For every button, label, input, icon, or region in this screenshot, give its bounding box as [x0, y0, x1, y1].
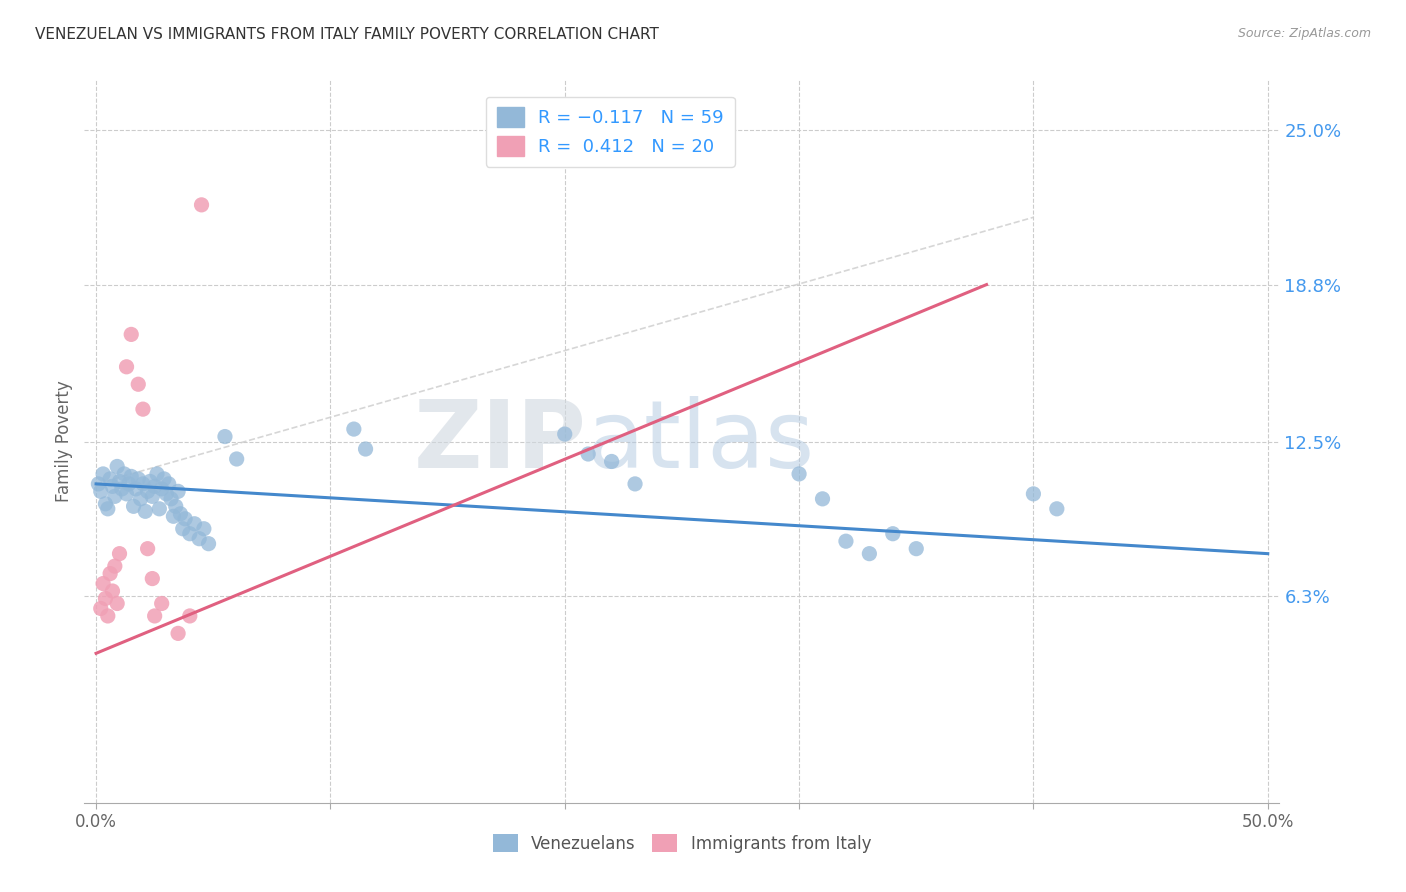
Point	[132, 476, 155, 491]
Point	[155, 487, 177, 501]
Point	[214, 429, 236, 443]
Point	[94, 591, 117, 606]
Text: Source: ZipAtlas.com: Source: ZipAtlas.com	[1237, 27, 1371, 40]
Point	[225, 452, 247, 467]
Point	[1022, 487, 1045, 501]
Point	[97, 609, 120, 624]
Point	[125, 482, 148, 496]
Text: atlas: atlas	[586, 395, 814, 488]
Point	[343, 422, 366, 436]
Point	[115, 487, 138, 501]
Point	[174, 512, 197, 526]
Point	[787, 467, 810, 481]
Point	[141, 572, 163, 586]
Point	[105, 597, 128, 611]
Legend: Venezuelans, Immigrants from Italy: Venezuelans, Immigrants from Italy	[486, 828, 877, 860]
Point	[115, 359, 138, 374]
Point	[150, 482, 173, 496]
Point	[624, 476, 647, 491]
Point	[129, 491, 152, 506]
Point	[354, 442, 377, 456]
Point	[120, 327, 142, 342]
Point	[104, 559, 127, 574]
Point	[97, 501, 120, 516]
Point	[811, 491, 834, 506]
Y-axis label: Family Poverty: Family Poverty	[55, 381, 73, 502]
Point	[153, 472, 176, 486]
Point	[835, 534, 858, 549]
Point	[108, 547, 131, 561]
Point	[90, 601, 112, 615]
Point	[188, 532, 211, 546]
Point	[141, 489, 163, 503]
Point	[197, 537, 219, 551]
Point	[165, 500, 187, 514]
Point	[127, 377, 149, 392]
Point	[576, 447, 599, 461]
Point	[111, 482, 134, 496]
Point	[127, 472, 149, 486]
Point	[190, 198, 212, 212]
Point	[136, 484, 159, 499]
Point	[94, 497, 117, 511]
Point	[600, 454, 623, 468]
Point	[98, 566, 121, 581]
Point	[136, 541, 159, 556]
Point	[148, 501, 170, 516]
Point	[87, 476, 110, 491]
Text: VENEZUELAN VS IMMIGRANTS FROM ITALY FAMILY POVERTY CORRELATION CHART: VENEZUELAN VS IMMIGRANTS FROM ITALY FAMI…	[35, 27, 659, 42]
Point	[105, 459, 128, 474]
Point	[179, 609, 201, 624]
Point	[183, 516, 205, 531]
Point	[91, 576, 114, 591]
Point	[91, 467, 114, 481]
Point	[108, 475, 131, 489]
Point	[101, 479, 124, 493]
Point	[118, 476, 141, 491]
Point	[179, 526, 201, 541]
Point	[90, 484, 112, 499]
Point	[167, 484, 190, 499]
Point	[150, 597, 173, 611]
Point	[157, 476, 180, 491]
Point	[143, 609, 166, 624]
Point	[858, 547, 880, 561]
Point	[139, 475, 162, 489]
Point	[905, 541, 928, 556]
Point	[134, 504, 156, 518]
Point	[193, 522, 215, 536]
Point	[169, 507, 191, 521]
Point	[1046, 501, 1069, 516]
Point	[132, 402, 155, 417]
Point	[172, 522, 194, 536]
Point	[146, 467, 169, 481]
Point	[554, 427, 576, 442]
Point	[122, 500, 145, 514]
Point	[104, 489, 127, 503]
Point	[101, 584, 124, 599]
Point	[143, 479, 166, 493]
Point	[882, 526, 904, 541]
Point	[167, 626, 190, 640]
Point	[120, 469, 142, 483]
Point	[112, 467, 135, 481]
Text: ZIP: ZIP	[413, 395, 586, 488]
Point	[160, 491, 183, 506]
Point	[98, 472, 121, 486]
Point	[162, 509, 184, 524]
